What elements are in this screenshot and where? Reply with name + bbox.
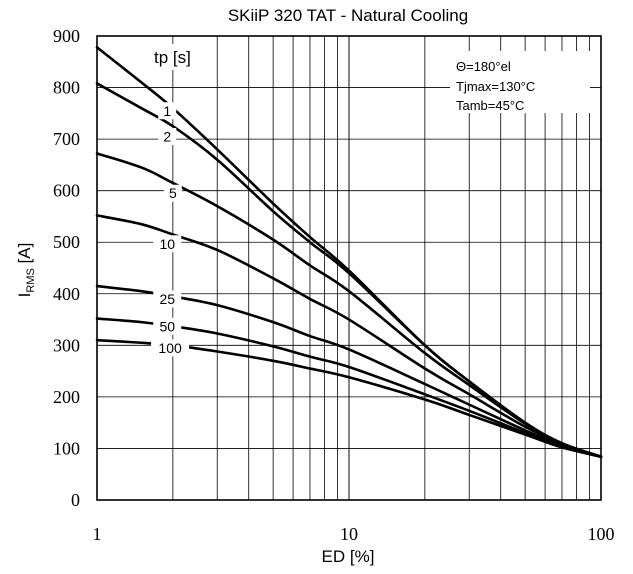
annotation-theta: Θ=180°el xyxy=(456,59,511,74)
annotation-background xyxy=(450,51,590,113)
y-tick-label: 400 xyxy=(53,284,80,304)
curve-label-tp-2: 2 xyxy=(163,129,171,145)
y-axis-label-main: I xyxy=(15,293,34,298)
annotation-tjmax: Tjmax=130°C xyxy=(456,79,535,94)
x-tick-label: 1 xyxy=(93,524,102,544)
curve-label-background xyxy=(158,102,177,120)
y-tick-label: 700 xyxy=(53,129,80,149)
curve-tp-5 xyxy=(95,152,603,458)
curve-label-tp-25: 25 xyxy=(159,291,175,307)
legend-title-background xyxy=(150,44,208,70)
curve-label-background xyxy=(153,317,182,335)
curve-label-background xyxy=(153,290,182,308)
chart-title: SKiiP 320 TAT - Natural Cooling xyxy=(228,6,468,25)
curve-label-background xyxy=(163,184,182,202)
y-tick-label: 200 xyxy=(53,387,80,407)
y-tick-label: 800 xyxy=(53,78,80,98)
y-tick-label: 0 xyxy=(71,490,80,510)
annotation-tamb: Tamb=45°C xyxy=(456,98,524,113)
y-axis-label: IRMS [A] xyxy=(15,243,37,298)
curve-label-background xyxy=(153,235,182,253)
y-tick-label: 500 xyxy=(53,232,80,252)
y-tick-label: 900 xyxy=(53,26,80,46)
x-tick-label: 10 xyxy=(340,524,358,544)
y-tick-label: 600 xyxy=(53,181,80,201)
curve-label-tp-100: 100 xyxy=(158,340,182,356)
x-axis-label: ED [%] xyxy=(322,547,375,566)
plot-frame xyxy=(96,35,602,501)
curve-label-tp-5: 5 xyxy=(169,185,177,201)
curve-label-tp-10: 10 xyxy=(159,236,175,252)
y-axis-label-sub: RMS xyxy=(25,268,37,292)
x-tick-label: 100 xyxy=(588,524,615,544)
curve-label-background xyxy=(151,339,190,357)
curve-label-tp-50: 50 xyxy=(159,318,175,334)
curve-label-tp-1: 1 xyxy=(163,103,171,119)
x-tick-labels: 1 10 100 xyxy=(93,524,615,544)
legend-title: tp [s] xyxy=(154,48,191,67)
curve-label-background xyxy=(158,128,177,146)
y-tick-label: 300 xyxy=(53,335,80,355)
curve-tp-10 xyxy=(95,214,603,458)
y-axis-label-unit: [A] xyxy=(15,243,34,269)
y-tick-label: 100 xyxy=(53,438,80,458)
y-tick-labels: 0 100 200 300 400 500 600 700 800 900 xyxy=(53,26,80,510)
